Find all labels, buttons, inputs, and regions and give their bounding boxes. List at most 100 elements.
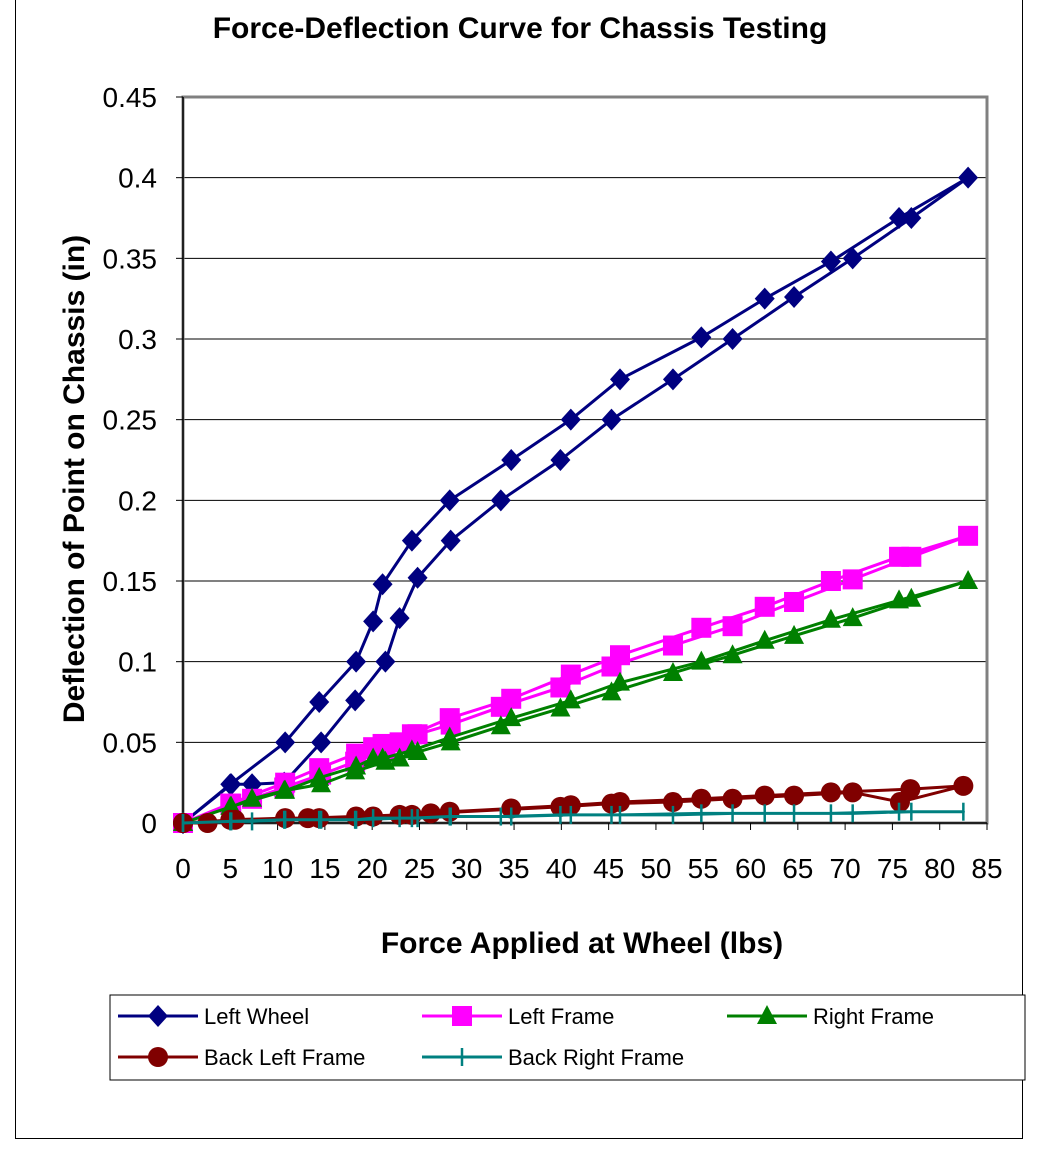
data-point-back-left-frame: [601, 793, 622, 814]
data-point-left-wheel: [609, 368, 630, 391]
y-tick-label: 0.05: [103, 727, 158, 758]
data-point-right-frame: [274, 779, 295, 799]
x-tick-label: 70: [830, 853, 861, 884]
data-point-right-frame: [901, 587, 922, 607]
data-point-back-left-frame: [842, 782, 863, 803]
data-point-left-frame: [754, 596, 775, 617]
data-point-right-frame: [501, 707, 522, 727]
data-point-left-wheel: [820, 250, 841, 273]
data-point-left-frame: [601, 656, 622, 677]
x-tick-label: 55: [688, 853, 719, 884]
data-point-right-frame: [691, 650, 712, 670]
data-point-right-frame: [601, 681, 622, 701]
data-point-left-wheel: [275, 731, 296, 754]
data-point-left-wheel: [407, 566, 428, 589]
data-point-back-left-frame: [420, 803, 441, 824]
x-tick-labels: 0 5 10 15 20 25 30 35 40 45 50 55 60 65 70 75 80 85: [175, 853, 1002, 884]
plot-area: [181, 95, 989, 825]
data-point-left-wheel: [389, 607, 410, 630]
data-point-left-wheel: [560, 408, 581, 431]
data-point-left-wheel: [311, 731, 332, 754]
legend-item-back-left-frame: Back Left Frame: [118, 1045, 365, 1070]
data-point-back-left-frame: [691, 788, 712, 809]
data-point-back-left-frame: [297, 808, 318, 829]
x-tick-label: 30: [451, 853, 482, 884]
legend-marker: [148, 1047, 168, 1067]
data-point-back-left-frame: [820, 782, 841, 803]
legend-label: Back Left Frame: [204, 1045, 365, 1070]
data-point-back-left-frame: [953, 775, 974, 796]
data-point-left-wheel: [784, 286, 805, 309]
data-point-right-frame: [560, 689, 581, 709]
x-tick-label: 20: [357, 853, 388, 884]
data-point-right-frame: [784, 624, 805, 644]
data-point-left-frame: [901, 546, 922, 567]
chart-frame: [15, 0, 1023, 1139]
data-point-left-frame: [490, 696, 511, 717]
legend-item-back-right-frame: Back Right Frame: [422, 1045, 684, 1070]
data-point-back-left-frame: [662, 792, 683, 813]
data-point-left-frame: [958, 525, 979, 546]
y-tick-labels: 0 0.05 0.1 0.15 0.2 0.25 0.3 0.35 0.4 0.45: [103, 82, 158, 839]
data-point-right-frame: [389, 747, 410, 767]
x-tick-label: 25: [404, 853, 435, 884]
y-tick-label: 0: [141, 808, 157, 839]
data-point-right-frame: [754, 629, 775, 649]
data-point-left-wheel: [363, 610, 384, 633]
data-point-right-frame: [311, 773, 332, 793]
data-point-left-wheel: [889, 207, 910, 229]
data-point-left-wheel: [550, 449, 571, 471]
x-tick-label: 80: [924, 853, 955, 884]
legend-marker: [757, 1005, 777, 1024]
series-layer: [173, 166, 979, 834]
data-point-right-frame: [407, 741, 428, 761]
data-point-right-frame: [842, 607, 863, 627]
data-point-left-wheel: [842, 247, 863, 270]
y-tick-label: 0.15: [103, 566, 158, 597]
data-point-left-wheel: [722, 328, 743, 350]
legend-label: Back Right Frame: [508, 1045, 684, 1070]
data-point-left-wheel: [346, 650, 367, 673]
data-point-left-frame: [440, 714, 461, 735]
data-point-left-frame: [722, 616, 743, 637]
data-point-right-frame: [490, 715, 511, 735]
data-point-left-wheel: [958, 166, 979, 189]
data-point-left-wheel: [601, 408, 622, 431]
data-point-right-frame: [375, 750, 396, 770]
data-point-left-frame: [691, 617, 712, 638]
data-point-left-wheel: [439, 489, 460, 512]
y-axis-label: Deflection of Point on Chassis (in): [58, 235, 91, 723]
y-tick-label: 0.2: [118, 485, 157, 516]
data-point-right-frame: [958, 570, 979, 589]
x-tick-label: 65: [782, 853, 813, 884]
data-point-right-frame: [662, 661, 683, 681]
y-tick-label: 0.4: [118, 163, 157, 194]
data-point-right-frame: [242, 787, 263, 807]
data-point-back-left-frame: [889, 792, 910, 813]
legend-label: Left Frame: [508, 1004, 614, 1029]
series-right-frame: [173, 570, 979, 831]
y-tick-label: 0.35: [103, 243, 158, 274]
chart-title: Force-Deflection Curve for Chassis Testi…: [213, 12, 828, 45]
data-point-left-wheel: [345, 689, 366, 712]
data-point-left-frame: [820, 571, 841, 591]
legend-label: Right Frame: [813, 1004, 934, 1029]
data-point-left-frame: [662, 635, 683, 656]
data-point-left-wheel: [440, 529, 461, 552]
gridlines: [183, 177, 987, 743]
data-point-left-wheel: [401, 529, 422, 552]
legend-box: [109, 994, 1026, 1081]
data-point-left-wheel: [901, 207, 922, 229]
y-tick-label: 0.1: [118, 647, 157, 678]
data-point-left-wheel: [501, 449, 522, 471]
x-tick-label: 10: [262, 853, 293, 884]
legend: Left Wheel Left Frame Right Frame Back Left…: [118, 1004, 934, 1070]
data-point-back-left-frame: [784, 785, 805, 806]
data-point-left-wheel: [372, 573, 393, 596]
data-point-left-wheel: [309, 691, 330, 713]
x-tick-label: 50: [640, 853, 671, 884]
data-point-left-wheel: [375, 650, 396, 673]
data-point-left-frame: [407, 724, 428, 745]
x-tick-label: 85: [971, 853, 1002, 884]
